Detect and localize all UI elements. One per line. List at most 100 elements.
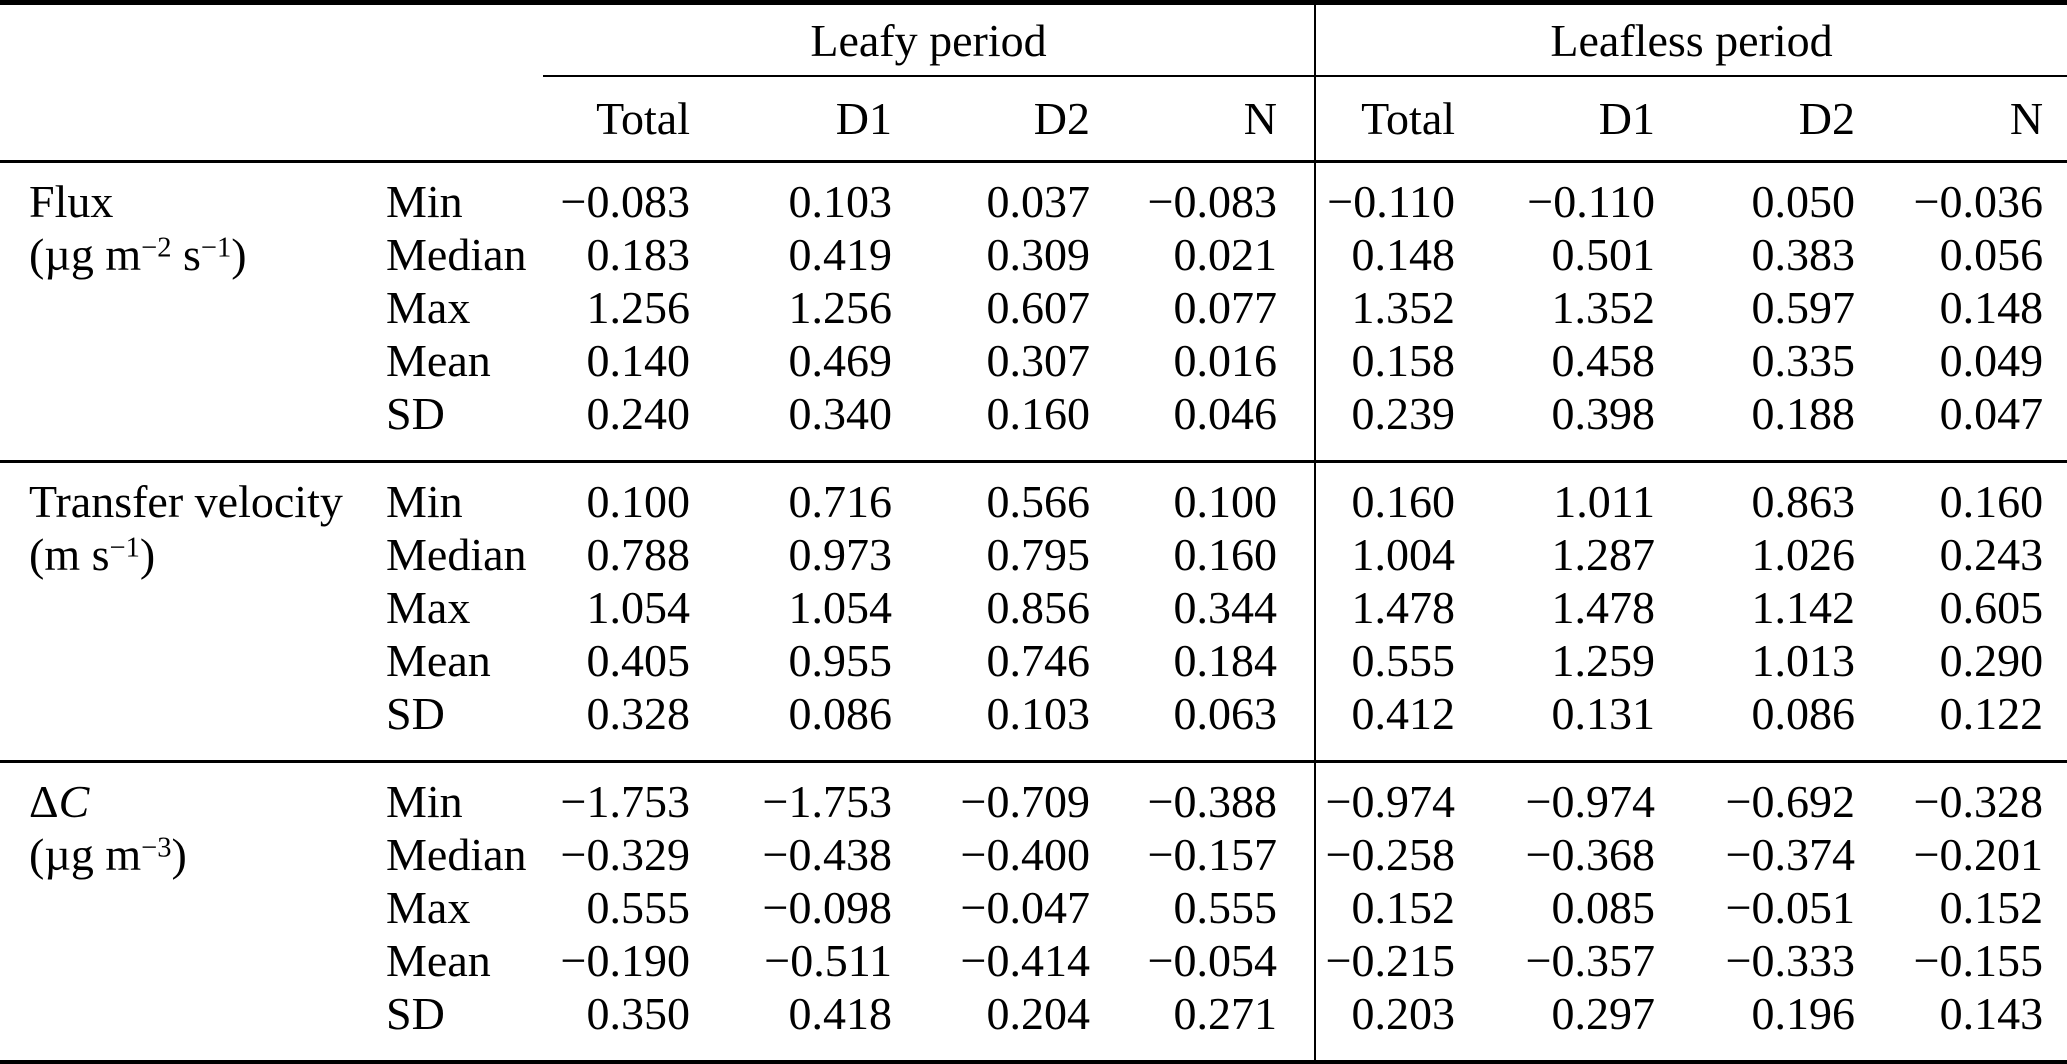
quantity-name-text: Δ (29, 776, 59, 827)
cell-leafless-total: 0.158 (1314, 334, 1456, 387)
cell-leafy-d1: 0.469 (788, 335, 893, 386)
cell-leafless-n: 0.049 (1939, 335, 2044, 386)
cell-leafless-total: −0.110 (1314, 160, 1456, 228)
col-header-leafless-n: N (1855, 76, 2067, 163)
cell-leafy-total: 1.054 (586, 582, 691, 633)
cell-leafy-d1: −1.753 (690, 760, 892, 828)
cell-leafy-n: 0.271 (1173, 988, 1278, 1039)
cell-leafless-total: 1.352 (1314, 281, 1456, 334)
quantity-name-text: Flux (29, 176, 114, 227)
cell-leafless-d1: −0.974 (1455, 760, 1656, 828)
cell-leafless-total: 0.152 (1314, 881, 1456, 934)
cell-leafless-d1: 1.478 (1551, 582, 1656, 633)
cell-leafless-d1: −0.368 (1525, 829, 1656, 880)
cell-leafless-n: 0.056 (1939, 229, 2044, 280)
cell-leafy-d2: 0.856 (986, 582, 1091, 633)
stat-label: SD (386, 688, 445, 739)
cell-leafy-d1: 1.256 (788, 282, 893, 333)
leafless-period-header: Leafless period (1314, 2, 2067, 77)
cell-leafless-n: 0.122 (1939, 688, 2044, 739)
col-header-leafless-d2: D2 (1655, 76, 1856, 163)
cell-leafy-d2: 0.037 (892, 160, 1090, 228)
cell-leafy-total: 0.100 (543, 460, 690, 528)
cell-leafless-d1: −0.110 (1455, 160, 1656, 228)
cell-leafy-n: 0.100 (1090, 460, 1316, 528)
cell-leafless-d1: −0.357 (1525, 935, 1656, 986)
cell-leafy-total: −0.083 (543, 160, 690, 228)
col-header-leafy-total: Total (543, 76, 690, 163)
cell-leafless-n: 0.047 (1939, 388, 2044, 439)
cell-leafy-total: 0.240 (586, 388, 691, 439)
cell-leafy-total: 0.183 (586, 229, 691, 280)
cell-leafy-n: −0.083 (1090, 160, 1316, 228)
cell-leafy-d2: −0.709 (892, 760, 1090, 828)
cell-leafy-n: 0.184 (1173, 635, 1278, 686)
stat-label: Median (386, 229, 527, 280)
cell-leafless-d2: 1.142 (1751, 582, 1856, 633)
cell-leafless-d2: 1.026 (1751, 529, 1856, 580)
cell-leafless-total: −0.258 (1314, 828, 1456, 881)
cell-leafless-n: −0.155 (1913, 935, 2044, 986)
table-row: Max 0.555 −0.098 −0.047 0.555 0.152 0.08… (0, 881, 2067, 934)
table-row: Max 1.256 1.256 0.607 0.077 1.352 1.352 … (0, 281, 2067, 334)
cell-leafless-total: 0.239 (1314, 387, 1456, 462)
cell-leafless-n: −0.201 (1913, 829, 2044, 880)
cell-leafy-d2: −0.414 (960, 935, 1090, 986)
cell-leafless-d2: −0.333 (1725, 935, 1856, 986)
cell-leafless-n: 0.290 (1939, 635, 2044, 686)
header-spacer (0, 76, 543, 163)
stat-label: Min (386, 460, 543, 528)
cell-leafy-total: 0.405 (586, 635, 691, 686)
cell-leafy-d1: 0.955 (788, 635, 893, 686)
quantity-name-text: Transfer velocity (29, 476, 343, 527)
quantity-name: Transfer velocity (29, 475, 386, 528)
leafy-period-header: Leafy period (543, 2, 1316, 77)
quantity-label-transfer-velocity: Transfer velocity (m s−1) (0, 460, 386, 762)
cell-leafy-d2: 0.309 (986, 229, 1091, 280)
stat-label: Max (386, 882, 471, 933)
table-row: SD 0.350 0.418 0.204 0.271 0.203 0.297 0… (0, 987, 2067, 1062)
stat-label: Median (386, 529, 527, 580)
cell-leafless-total: 0.412 (1314, 687, 1456, 762)
cell-leafless-n: 0.160 (1855, 460, 2067, 528)
cell-leafy-total: 0.140 (586, 335, 691, 386)
cell-leafless-n: 0.148 (1939, 282, 2044, 333)
col-header-leafless-total: Total (1314, 76, 1456, 163)
cell-leafless-total: −0.974 (1314, 760, 1456, 828)
cell-leafy-d1: −0.438 (762, 829, 892, 880)
cell-leafy-n: 0.016 (1173, 335, 1278, 386)
quantity-name-variable: C (58, 776, 90, 827)
cell-leafless-d1: 1.011 (1455, 460, 1656, 528)
cell-leafy-d1: 0.973 (788, 529, 893, 580)
table-row: Mean 0.405 0.955 0.746 0.184 0.555 1.259… (0, 634, 2067, 687)
cell-leafy-n: 0.344 (1173, 582, 1278, 633)
cell-leafy-d2: 0.746 (986, 635, 1091, 686)
table-row: Median −0.329 −0.438 −0.400 −0.157 −0.25… (0, 828, 2067, 881)
cell-leafless-total: 1.478 (1314, 581, 1456, 634)
cell-leafy-d2: 0.607 (986, 282, 1091, 333)
cell-leafless-d2: 0.196 (1751, 988, 1856, 1039)
cell-leafy-n: −0.157 (1147, 829, 1278, 880)
stat-label: Max (386, 282, 471, 333)
table-row: Transfer velocity (m s−1) Min 0.100 0.71… (0, 460, 2067, 762)
cell-leafy-total: 0.350 (586, 988, 691, 1039)
quantity-label-delta-c: ΔC (µg m−3) (0, 760, 386, 1062)
cell-leafy-n: −0.388 (1090, 760, 1316, 828)
quantity-name: ΔC (29, 775, 386, 828)
table-row: Flux (µg m−2 s−1) Min −0.083 0.103 0.037… (0, 160, 2067, 462)
col-header-leafy-d1: D1 (690, 76, 892, 163)
cell-leafy-d2: 0.103 (986, 688, 1091, 739)
cell-leafy-d1: 0.419 (788, 229, 893, 280)
period-header-row: Leafy period Leafless period (0, 2, 2067, 77)
cell-leafy-d1: 0.418 (788, 988, 893, 1039)
cell-leafy-d1: −0.511 (764, 935, 892, 986)
table-row: Median 0.788 0.973 0.795 0.160 1.004 1.2… (0, 528, 2067, 581)
header-spacer (0, 3, 543, 77)
cell-leafless-total: 0.148 (1314, 228, 1456, 281)
cell-leafy-n: −0.054 (1147, 935, 1278, 986)
cell-leafy-n: 0.046 (1173, 388, 1278, 439)
cell-leafless-total: 1.004 (1314, 528, 1456, 581)
column-header-row: Total D1 D2 N Total D1 D2 N (0, 76, 2067, 163)
cell-leafy-total: −0.329 (560, 829, 690, 880)
